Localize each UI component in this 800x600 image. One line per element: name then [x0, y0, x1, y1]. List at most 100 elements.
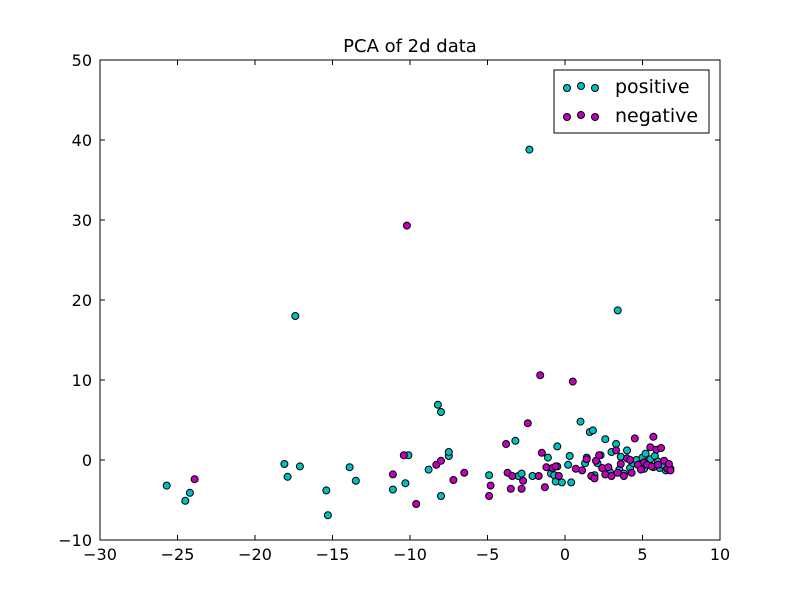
data-point-negative [568, 377, 577, 386]
data-point-positive [433, 400, 442, 409]
data-point-positive [565, 452, 574, 460]
data-point-negative [449, 476, 458, 484]
x-tick-label: −5 [476, 545, 500, 564]
data-point-positive [323, 511, 332, 520]
data-point-negative [636, 465, 645, 474]
data-point-positive [567, 478, 576, 487]
legend-box [553, 69, 710, 134]
y-tick-label: 50 [72, 51, 92, 70]
y-tick-label: 40 [72, 131, 92, 150]
data-point-negative [537, 448, 546, 457]
data-point-positive [345, 463, 354, 472]
data-point-negative [578, 466, 587, 475]
data-point-positive [543, 453, 552, 462]
data-point-negative [607, 472, 616, 480]
data-point-positive [181, 496, 190, 505]
data-point-negative [486, 481, 495, 490]
y-tick-label: 0 [82, 451, 92, 470]
data-point-positive [588, 426, 597, 435]
x-tick-label: −30 [83, 545, 117, 564]
data-point-negative [437, 456, 445, 465]
x-tick-label: 10 [710, 545, 730, 564]
data-point-positive [444, 448, 453, 456]
series-negative [190, 221, 675, 508]
chart-title: PCA of 2d data [343, 36, 477, 57]
data-point-positive [162, 481, 171, 490]
data-point-negative [654, 460, 662, 469]
data-point-positive [437, 408, 445, 416]
data-point-negative [626, 456, 635, 464]
data-point-negative [613, 468, 622, 477]
data-point-negative [536, 371, 545, 380]
data-point-positive [401, 479, 410, 488]
legend-marker [563, 84, 571, 92]
data-point-positive [424, 465, 433, 474]
data-point-positive [623, 446, 631, 455]
legend-marker [577, 82, 585, 90]
data-point-positive [295, 462, 304, 471]
data-point-negative [399, 451, 408, 460]
data-point-negative [540, 483, 549, 492]
data-point-negative [523, 419, 532, 428]
data-point-positive [564, 460, 573, 469]
y-tick-label: −10 [58, 531, 92, 550]
data-point-negative [402, 221, 411, 230]
data-point-negative [506, 484, 515, 493]
data-point-negative [612, 446, 621, 455]
legend: positive negative [553, 69, 710, 134]
data-point-positive [283, 472, 292, 481]
data-point-negative [517, 484, 526, 493]
x-tick-label: −10 [393, 545, 427, 564]
data-point-negative [485, 492, 494, 500]
x-tick-label: −20 [238, 545, 272, 564]
data-point-negative [590, 474, 599, 483]
data-point-positive [553, 442, 562, 451]
data-point-negative [616, 460, 625, 468]
y-tick-label: 20 [72, 291, 92, 310]
legend-marker [563, 113, 571, 121]
data-point-negative [657, 444, 666, 452]
data-point-negative [619, 472, 628, 480]
data-point-positive [613, 306, 622, 315]
y-tick-label: 10 [72, 371, 92, 390]
data-point-negative [582, 455, 591, 464]
data-point-positive [576, 417, 585, 426]
data-point-negative [554, 472, 563, 480]
data-point-positive [641, 449, 650, 458]
data-point-negative [630, 434, 639, 443]
data-point-negative [551, 462, 560, 471]
data-point-positive [351, 476, 360, 485]
legend-marker [591, 113, 599, 121]
data-point-negative [388, 470, 397, 479]
data-point-negative [627, 468, 636, 477]
data-point-negative [502, 440, 511, 448]
legend-label-negative: negative [615, 105, 698, 127]
data-point-negative [534, 472, 543, 480]
data-point-negative [460, 468, 469, 477]
data-point-positive [511, 436, 520, 445]
data-point-positive [437, 492, 445, 500]
data-point-positive [322, 486, 331, 495]
data-point-positive [291, 312, 300, 320]
x-tick-label: −15 [316, 545, 350, 564]
legend-item-negative: negative [563, 105, 698, 127]
data-point-negative [412, 500, 421, 508]
data-point-positive [485, 471, 494, 480]
data-point-positive [517, 469, 526, 478]
data-point-positive [388, 485, 397, 494]
data-point-positive [185, 488, 194, 497]
data-point-negative [664, 460, 673, 468]
legend-marker [577, 111, 585, 119]
data-point-negative [666, 466, 675, 475]
legend-label-positive: positive [615, 76, 690, 98]
data-point-negative [519, 476, 528, 485]
data-point-negative [190, 475, 199, 484]
data-point-negative [595, 451, 604, 460]
data-point-negative [508, 472, 517, 480]
x-tick-label: 0 [560, 545, 570, 564]
data-point-negative [604, 463, 613, 472]
data-point-positive [525, 145, 534, 154]
data-point-positive [557, 478, 566, 487]
